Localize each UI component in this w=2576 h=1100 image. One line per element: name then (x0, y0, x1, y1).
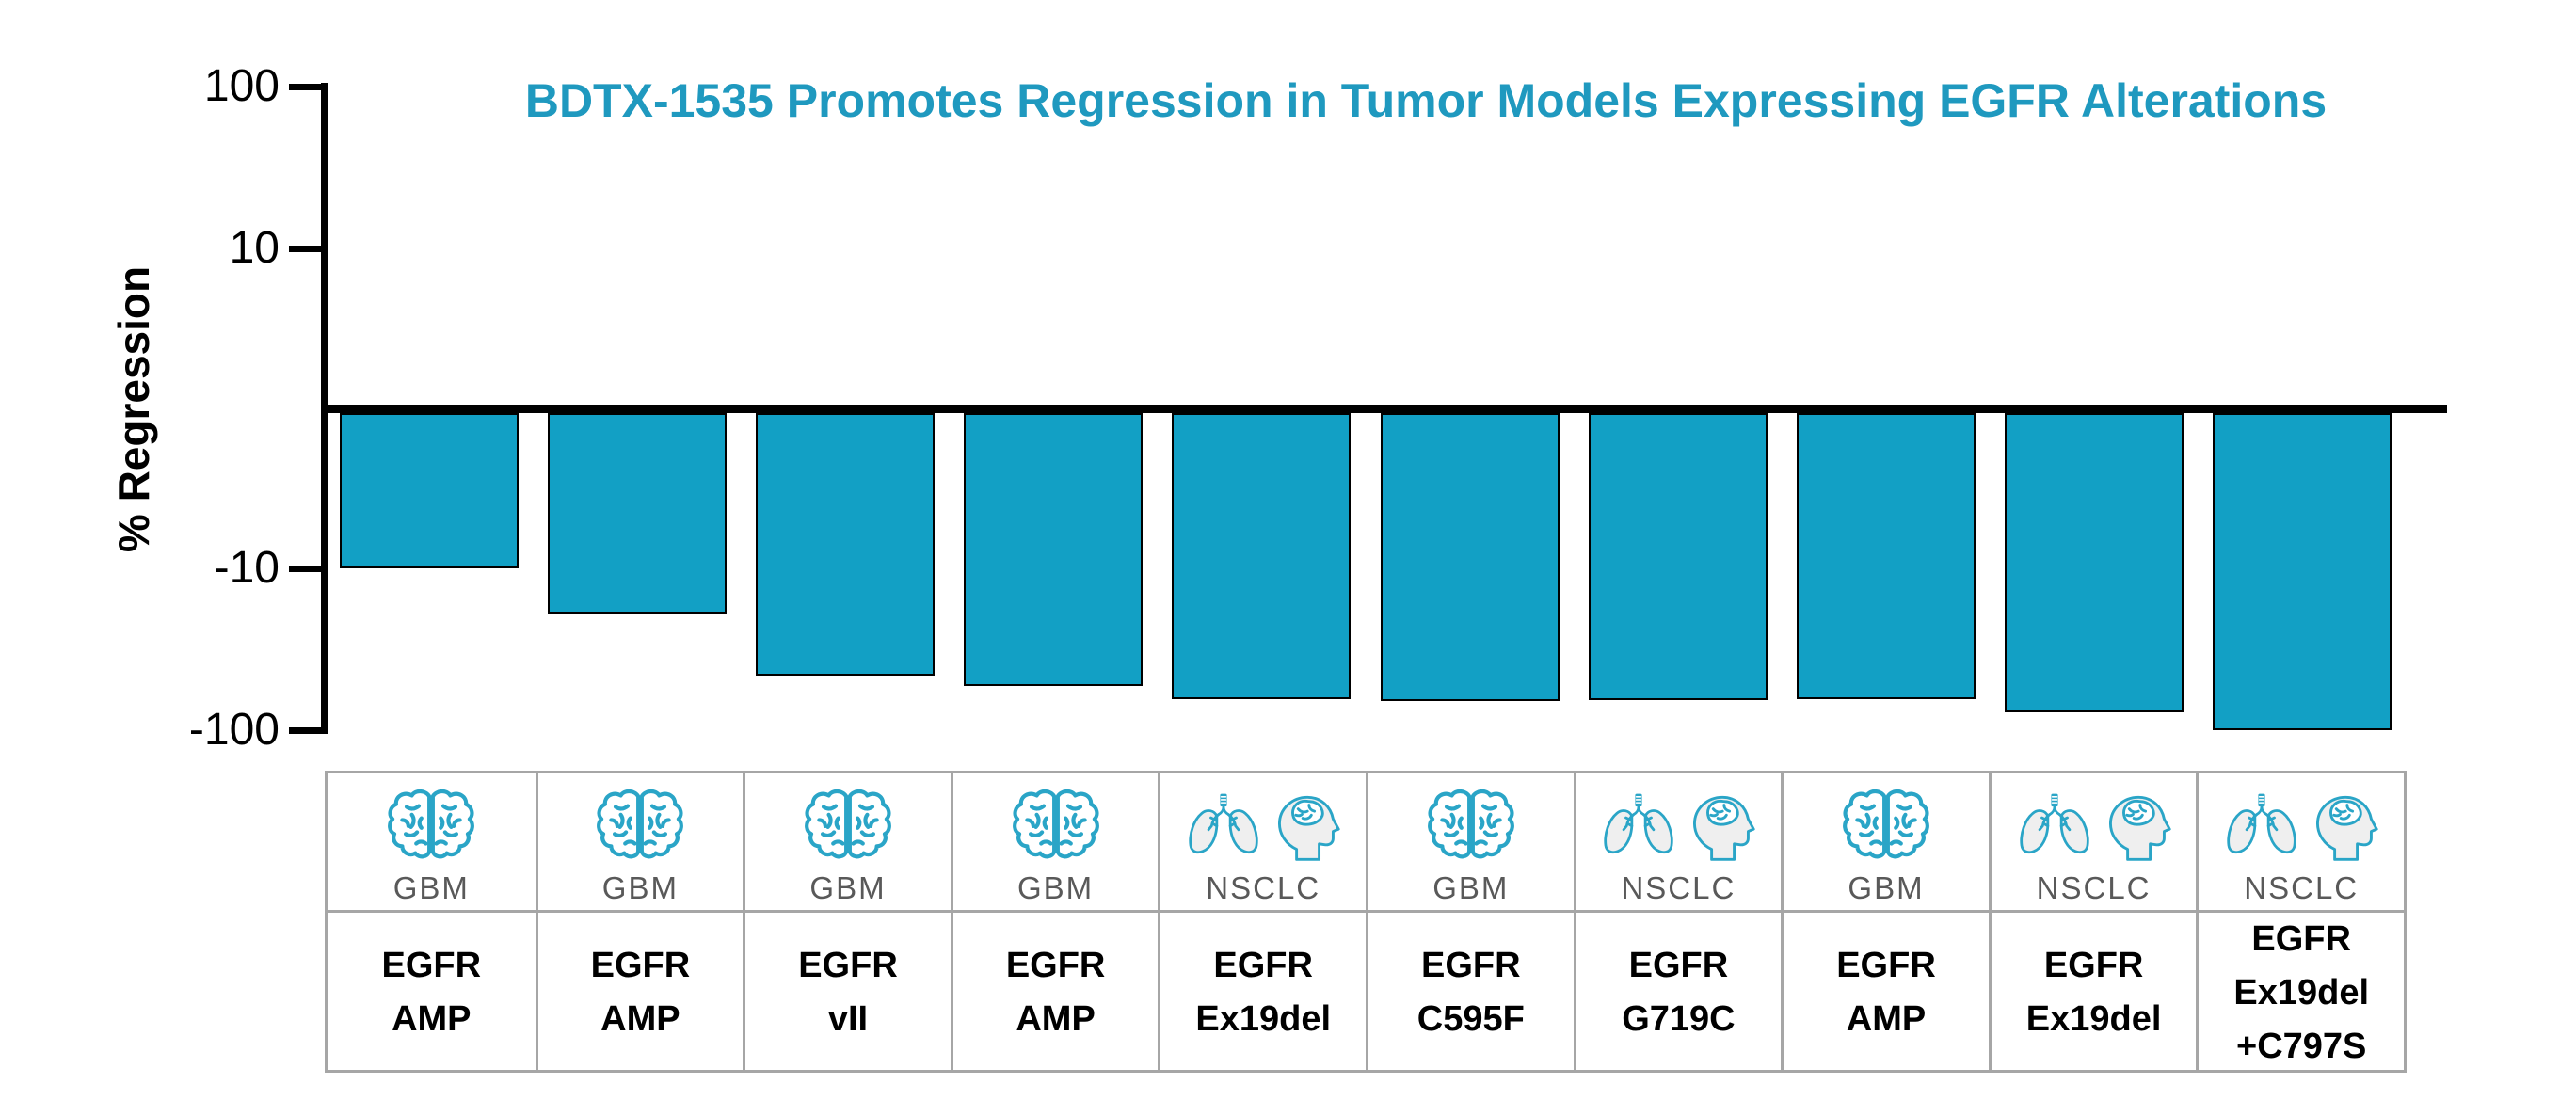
alteration-cell: EGFR G719C (1573, 910, 1782, 1073)
alteration-line: EGFR (1421, 946, 1521, 985)
alteration-cell: EGFR Ex19del (1158, 910, 1366, 1073)
tumor-type-cell: NSCLC (1158, 773, 1366, 910)
tumor-type-cell: GBM (1366, 773, 1574, 910)
tumor-type-cell: GBM (743, 773, 951, 910)
regression-bar (1797, 413, 1976, 699)
model-table: GBM GBM GBM GBM NSCLC GBM NSCLC GBM NSCLC NSCLC EG… (325, 771, 2407, 1073)
alteration-line: Ex19del (1195, 999, 1332, 1039)
regression-bar (2005, 413, 2184, 713)
alteration-line: EGFR (1005, 946, 1106, 985)
alteration-line: EGFR (2251, 918, 2351, 959)
tumor-type-label: NSCLC (1621, 869, 1736, 905)
alteration-cell: EGFR vII (743, 910, 951, 1073)
tumor-icons (2013, 782, 2175, 869)
tumor-type-label: GBM (1017, 869, 1095, 905)
tumor-icons (596, 782, 684, 869)
alteration-line: AMP (1846, 999, 1927, 1039)
tumor-type-cell: NSCLC (2196, 773, 2404, 910)
tumor-icons (804, 782, 892, 869)
lungs-icon (2220, 792, 2303, 858)
brain-icon (1012, 789, 1100, 862)
tumor-icons (1012, 782, 1100, 869)
head-brain-icon (1688, 789, 1759, 861)
head-brain-icon (2104, 789, 2175, 861)
alteration-line: AMP (600, 999, 680, 1039)
alteration-cell: EGFR C595F (1366, 910, 1574, 1073)
alteration-line: AMP (1016, 999, 1096, 1039)
y-tick-mark (289, 727, 325, 734)
alteration-line: EGFR (381, 946, 482, 985)
regression-bar (2213, 413, 2392, 730)
regression-bar (1172, 413, 1352, 699)
alteration-cell: EGFR Ex19del +C797S (2196, 910, 2404, 1073)
tumor-type-label: GBM (601, 869, 679, 905)
lungs-icon (1597, 792, 1680, 858)
y-tick-mark (289, 566, 325, 572)
alteration-line: EGFR (1213, 946, 1313, 985)
brain-icon (596, 789, 684, 862)
alteration-line: AMP (392, 999, 472, 1039)
y-tick-label: -100 (188, 705, 280, 755)
alteration-line: EGFR (2043, 946, 2144, 985)
tumor-icons (1597, 782, 1759, 869)
alteration-line: Ex19del (2025, 999, 2162, 1039)
lungs-icon (2013, 792, 2096, 858)
tumor-type-cell: NSCLC (1573, 773, 1782, 910)
tumor-type-label: GBM (1432, 869, 1510, 905)
alteration-line: C595F (1416, 999, 1525, 1039)
zero-baseline (325, 405, 2447, 413)
tumor-type-cell: GBM (1781, 773, 1989, 910)
alteration-line: Ex19del (2233, 972, 2370, 1012)
y-tick-label: -10 (214, 543, 280, 593)
tumor-icons (2220, 782, 2382, 869)
chart-title: BDTX-1535 Promotes Regression in Tumor M… (524, 74, 2328, 127)
y-tick-label: 10 (229, 223, 280, 273)
tumor-type-label: GBM (392, 869, 470, 905)
y-axis-line (321, 83, 328, 734)
y-tick-mark (289, 246, 325, 252)
head-brain-icon (1272, 789, 1344, 861)
regression-bar (1588, 413, 1768, 700)
regression-bar (1380, 413, 1560, 701)
brain-icon (1842, 789, 1930, 862)
tumor-icons (1182, 782, 1344, 869)
alteration-line: EGFR (798, 946, 898, 985)
alteration-cell: EGFR Ex19del (1988, 910, 2197, 1073)
brain-icon (1427, 789, 1515, 862)
regression-bar (964, 413, 1144, 686)
alteration-line: EGFR (1836, 946, 1936, 985)
regression-bar (547, 413, 727, 614)
tumor-type-cell: GBM (328, 773, 536, 910)
alteration-line: EGFR (1628, 946, 1729, 985)
alteration-line: G719C (1622, 999, 1736, 1039)
tumor-type-label: GBM (809, 869, 887, 905)
alteration-line: EGFR (590, 946, 691, 985)
tumor-icons (1427, 782, 1515, 869)
alteration-cell: EGFR AMP (328, 910, 536, 1073)
tumor-type-cell: GBM (950, 773, 1159, 910)
tumor-type-cell: NSCLC (1988, 773, 2197, 910)
alteration-cell: EGFR AMP (1781, 910, 1989, 1073)
tumor-type-cell: GBM (535, 773, 744, 910)
alteration-cell: EGFR AMP (950, 910, 1159, 1073)
alteration-line: vII (827, 999, 869, 1039)
y-axis-label: % Regression (109, 265, 158, 553)
brain-icon (387, 789, 475, 862)
head-brain-icon (2311, 789, 2382, 861)
brain-icon (804, 789, 892, 862)
tumor-type-label: NSCLC (1206, 869, 1321, 905)
tumor-icons (1842, 782, 1930, 869)
y-tick-label: 100 (203, 61, 280, 111)
tumor-type-label: NSCLC (2244, 869, 2360, 905)
y-tick-mark (289, 84, 325, 90)
regression-bar (339, 413, 519, 568)
regression-bar (756, 413, 935, 676)
tumor-type-label: NSCLC (2036, 869, 2152, 905)
tumor-icons (387, 782, 475, 869)
lungs-icon (1182, 792, 1265, 858)
tumor-type-label: GBM (1848, 869, 1925, 905)
alteration-cell: EGFR AMP (535, 910, 744, 1073)
alteration-line: +C797S (2236, 1026, 2367, 1066)
